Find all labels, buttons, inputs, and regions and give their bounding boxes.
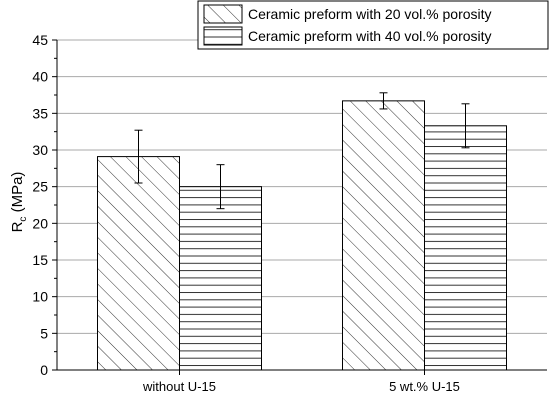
bar: [97, 156, 180, 371]
y-tick-label: 20: [32, 215, 48, 231]
legend-label-series-1: Ceramic preform with 20 vol.% porosity: [248, 6, 492, 22]
y-tick-label: 45: [32, 32, 48, 48]
legend-box: [197, 0, 549, 50]
y-tick-label: 15: [32, 252, 48, 268]
legend-swatch-series-1: [203, 4, 243, 24]
y-axis-ticks: 0 5 10 15 20 25 30 35 40 45: [32, 32, 57, 378]
x-tick-label: 5 wt.% U-15: [389, 379, 460, 394]
legend: Ceramic preform with 20 vol.% porosity C…: [197, 0, 549, 50]
x-axis-categories: without U-15 5 wt.% U-15: [142, 370, 460, 394]
y-tick-label: 30: [32, 142, 48, 158]
bars: [97, 100, 507, 371]
y-axis-label: Rc (MPa): [9, 172, 29, 233]
y-tick-label: 10: [32, 289, 48, 305]
error-bars: [134, 92, 470, 210]
y-tick-label: 25: [32, 179, 48, 195]
y-tick-label: 40: [32, 69, 48, 85]
bar: [179, 186, 262, 371]
bar: [424, 125, 507, 371]
legend-swatch-series-2: [203, 26, 243, 46]
x-tick-label: without U-15: [142, 379, 216, 394]
y-tick-label: 5: [40, 325, 48, 341]
bar: [342, 100, 425, 371]
y-tick-label: 35: [32, 105, 48, 121]
y-tick-label: 0: [40, 362, 48, 378]
legend-label-series-2: Ceramic preform with 40 vol.% porosity: [248, 28, 492, 44]
